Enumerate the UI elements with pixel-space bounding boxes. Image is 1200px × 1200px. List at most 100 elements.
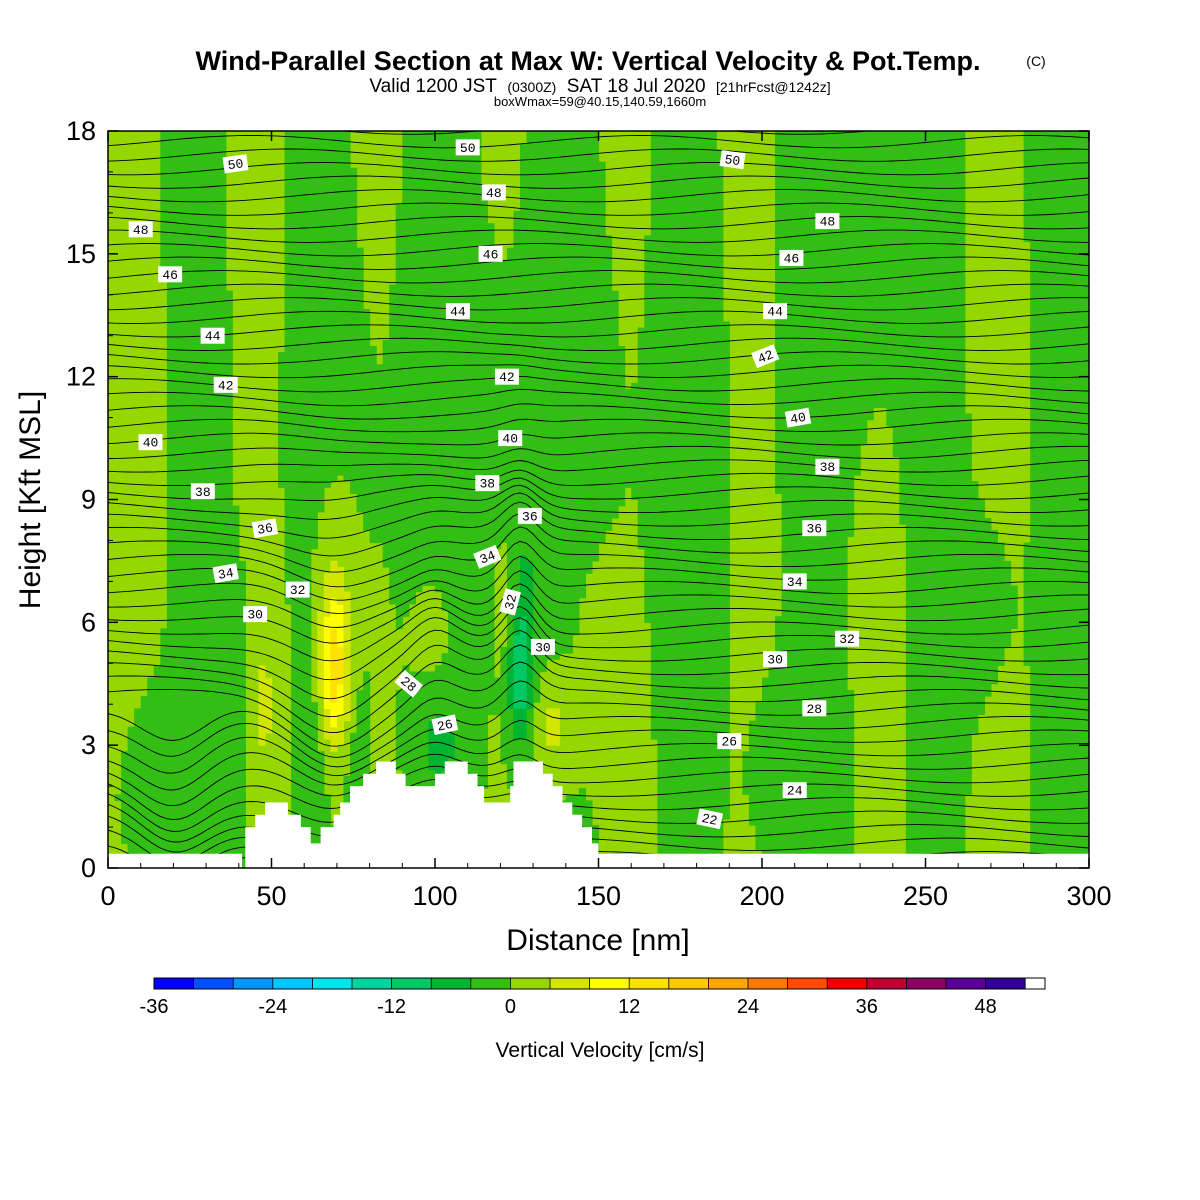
- velocity-cell: [121, 806, 129, 814]
- velocity-cell: [336, 579, 345, 587]
- velocity-cell: [467, 653, 475, 660]
- velocity-cell: [166, 364, 174, 372]
- velocity-cell: [179, 505, 188, 513]
- velocity-cell: [356, 468, 364, 476]
- velocity-cell: [448, 481, 456, 488]
- velocity-cell: [461, 229, 469, 237]
- velocity-cell: [199, 395, 207, 402]
- velocity-cell: [428, 333, 436, 341]
- velocity-cell: [513, 573, 521, 580]
- velocity-cell: [487, 425, 495, 433]
- velocity-cell: [330, 450, 338, 458]
- velocity-cell: [526, 702, 534, 709]
- velocity-cell: [323, 431, 331, 439]
- velocity-cell: [238, 696, 246, 703]
- velocity-cell: [304, 714, 312, 722]
- velocity-cell: [147, 739, 155, 746]
- velocity-cell: [284, 180, 292, 187]
- velocity-cell: [506, 493, 515, 501]
- velocity-cell: [428, 708, 436, 716]
- velocity-cell: [461, 732, 469, 740]
- velocity-cell: [206, 216, 214, 224]
- velocity-cell: [487, 223, 495, 230]
- velocity-cell: [520, 167, 528, 175]
- velocity-cell: [356, 763, 364, 771]
- velocity-cell: [238, 825, 246, 832]
- velocity-cell: [323, 659, 331, 666]
- velocity-cell: [310, 788, 318, 795]
- velocity-cell: [343, 413, 351, 421]
- velocity-cell: [323, 302, 331, 310]
- velocity-cell: [291, 726, 299, 734]
- velocity-cell: [258, 683, 266, 691]
- velocity-cell: [506, 358, 515, 365]
- velocity-cell: [520, 149, 528, 157]
- velocity-cell: [487, 431, 495, 439]
- velocity-cell: [461, 358, 469, 365]
- velocity-cell: [474, 702, 482, 709]
- velocity-cell: [448, 339, 456, 347]
- velocity-cell: [349, 444, 358, 451]
- velocity-cell: [291, 149, 299, 157]
- velocity-cell: [186, 505, 194, 513]
- velocity-cell: [487, 610, 495, 617]
- velocity-cell: [219, 751, 227, 759]
- velocity-cell: [212, 419, 220, 427]
- velocity-cell: [461, 720, 469, 728]
- velocity-cell: [408, 235, 416, 243]
- velocity-cell: [166, 696, 174, 703]
- velocity-cell: [186, 315, 194, 322]
- velocity-cell: [435, 272, 443, 279]
- velocity-cell: [402, 247, 410, 255]
- velocity-cell: [121, 818, 129, 826]
- velocity-cell: [219, 585, 227, 593]
- velocity-cell: [421, 542, 430, 550]
- velocity-cell: [336, 364, 345, 372]
- velocity-cell: [506, 499, 515, 507]
- velocity-cell: [526, 671, 534, 679]
- velocity-cell: [166, 315, 174, 322]
- velocity-cell: [467, 745, 475, 752]
- velocity-cell: [212, 487, 220, 494]
- velocity-cell: [349, 732, 358, 740]
- velocity-cell: [323, 204, 331, 212]
- velocity-cell: [225, 849, 233, 857]
- velocity-cell: [166, 794, 174, 802]
- velocity-cell: [206, 431, 214, 439]
- velocity-cell: [402, 530, 410, 537]
- velocity-cell: [297, 573, 305, 580]
- velocity-cell: [454, 131, 462, 138]
- velocity-cell: [186, 542, 194, 550]
- velocity-cell: [389, 302, 397, 310]
- velocity-cell: [225, 401, 233, 408]
- subtitle-valid: Valid 1200 JST: [369, 76, 497, 97]
- velocity-cell: [343, 358, 351, 365]
- velocity-cell: [166, 487, 174, 494]
- velocity-cell: [467, 726, 475, 734]
- velocity-cell: [232, 603, 240, 611]
- velocity-cell: [461, 259, 469, 267]
- velocity-cell: [474, 782, 482, 789]
- velocity-cell: [160, 702, 168, 709]
- velocity-cell: [421, 554, 430, 562]
- velocity-cell: [467, 247, 475, 255]
- velocity-cell: [238, 659, 246, 666]
- velocity-cell: [435, 333, 443, 341]
- velocity-cell: [323, 603, 331, 611]
- velocity-cell: [212, 524, 220, 531]
- velocity-cell: [506, 634, 515, 642]
- velocity-cell: [500, 511, 508, 519]
- velocity-cell: [435, 204, 443, 212]
- velocity-cell: [310, 302, 318, 310]
- velocity-cell: [428, 388, 436, 396]
- velocity-cell: [166, 818, 174, 826]
- velocity-cell: [369, 536, 377, 544]
- velocity-cell: [448, 689, 456, 697]
- velocity-cell: [349, 241, 358, 249]
- velocity-cell: [166, 628, 174, 636]
- velocity-cell: [408, 401, 416, 408]
- velocity-cell: [297, 653, 305, 660]
- velocity-cell: [317, 370, 325, 378]
- velocity-cell: [297, 524, 305, 531]
- velocity-cell: [304, 173, 312, 181]
